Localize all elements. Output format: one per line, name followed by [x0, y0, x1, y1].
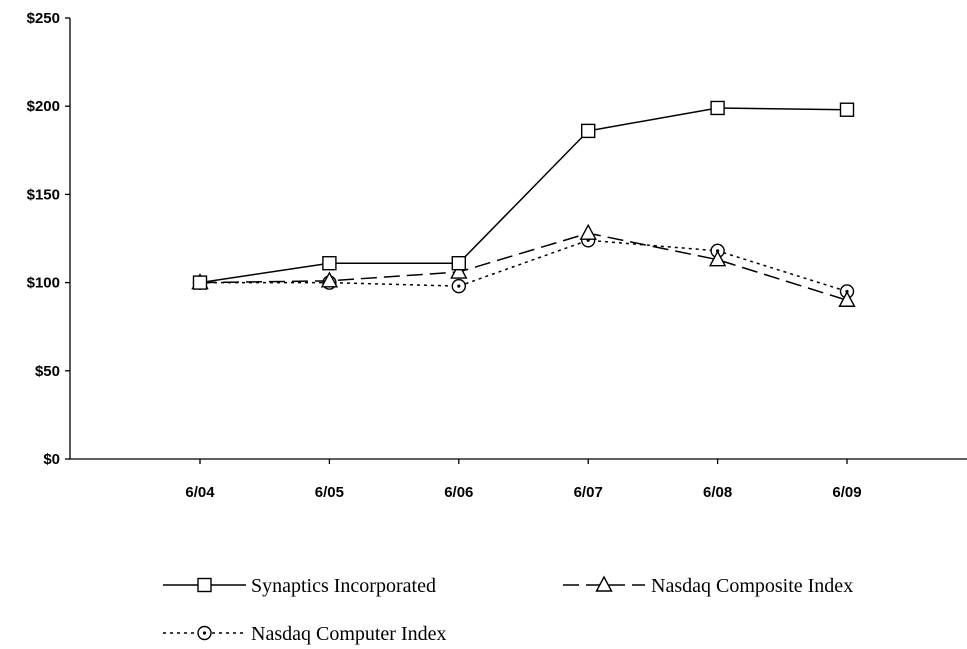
series-nasdaq-computer-index — [192, 233, 855, 299]
data-point — [579, 223, 597, 240]
legend-entry: Nasdaq Computer Index — [163, 623, 447, 645]
data-point — [451, 255, 466, 271]
data-point — [581, 123, 596, 139]
data-point — [839, 102, 855, 117]
series-layer — [191, 100, 856, 307]
data-point — [322, 255, 337, 271]
data-point — [192, 275, 208, 290]
legend-marker — [197, 625, 212, 641]
y-tick-label: $0 — [43, 451, 60, 468]
legend-marker — [197, 577, 212, 593]
legend-entry: Synaptics Incorporated — [163, 575, 436, 597]
x-tick-label: 6/06 — [444, 484, 473, 501]
y-axis-ticks: $0 $50 $100 $150 $200 $250 — [27, 10, 70, 468]
series-line — [199, 107, 848, 284]
data-point — [450, 262, 468, 279]
legend-marker — [595, 575, 613, 592]
x-tick-label: 6/09 — [832, 484, 861, 501]
y-tick-label: $150 — [27, 186, 60, 203]
series-nasdaq-composite-index — [191, 223, 856, 307]
legend-label: Nasdaq Composite Index — [651, 575, 853, 597]
legend-label: Synaptics Incorporated — [251, 575, 436, 597]
x-axis-ticks: 6/04 6/05 6/06 6/07 6/08 6/09 — [185, 459, 862, 501]
y-tick-label: $200 — [27, 98, 60, 115]
x-tick-label: 6/07 — [574, 484, 603, 501]
y-tick-label: $50 — [35, 363, 60, 380]
x-tick-label: 6/04 — [185, 484, 215, 501]
data-point — [708, 250, 727, 267]
series-line — [200, 239, 848, 293]
legend-entry: Nasdaq Composite Index — [563, 575, 853, 597]
axes — [69, 18, 967, 460]
x-tick-label: 6/08 — [703, 484, 732, 501]
data-point — [451, 278, 466, 294]
x-tick-label: 6/05 — [315, 484, 344, 501]
legend-label: Nasdaq Computer Index — [251, 623, 447, 645]
data-point — [710, 100, 725, 116]
y-tick-label: $100 — [27, 275, 60, 292]
series-synaptics-incorporated — [192, 100, 855, 290]
y-tick-label: $250 — [27, 10, 60, 27]
legend: Synaptics Incorporated Nasdaq Composite I… — [163, 575, 853, 645]
data-point — [320, 271, 339, 288]
series-line — [199, 232, 848, 301]
data-point — [838, 290, 856, 307]
